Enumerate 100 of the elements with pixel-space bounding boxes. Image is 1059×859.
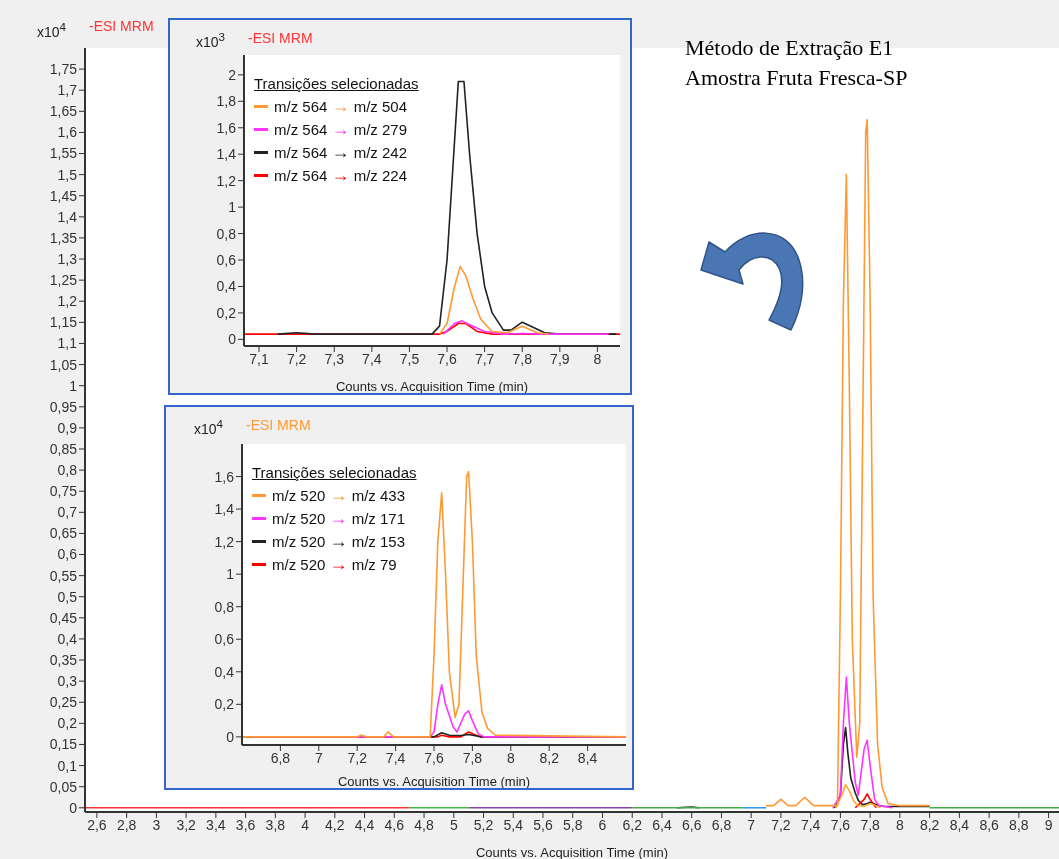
y-tick-label: 0,7: [57, 504, 78, 521]
x-tick-label: 8,2: [919, 816, 940, 833]
y-tick-label: 1,5: [57, 166, 78, 183]
x-tick-label: 7,6: [830, 816, 851, 833]
chart-title: -ESI MRM: [248, 30, 313, 46]
y-tick-label: 1,05: [49, 356, 78, 373]
y-tick-label: 0,4: [57, 630, 78, 647]
y-tick-label: 0: [69, 799, 78, 816]
chart-title: -ESI MRM: [246, 417, 311, 433]
y-tick-label: 1: [226, 566, 235, 583]
y-tick-label: 0,4: [216, 278, 237, 295]
x-tick-label: 7,8: [512, 350, 533, 367]
legend-label: m/z 520 → m/z 433: [272, 484, 406, 507]
y-tick-label: 1,4: [216, 146, 237, 163]
x-tick-label: 8,6: [979, 816, 1000, 833]
y-tick-label: 2: [228, 66, 237, 83]
annotation: Amostra Fruta Fresca-SP: [685, 65, 908, 91]
x-tick-label: 4: [301, 816, 310, 833]
y-tick-label: 1,3: [57, 251, 78, 268]
x-tick-label: 3,6: [235, 816, 256, 833]
y-tick-label: 0: [228, 331, 237, 348]
legend-label: m/z 520 → m/z 171: [272, 507, 406, 530]
x-tick-label: 3,4: [206, 816, 226, 833]
y-tick-label: 1,25: [49, 272, 78, 289]
legend-title: Transições selecionadas: [254, 74, 419, 94]
x-tick-label: 6: [598, 816, 607, 833]
chart-title: -ESI MRM: [89, 18, 154, 34]
y-tick-label: 1,4: [57, 208, 78, 225]
y-tick-label: 0,65: [49, 525, 78, 542]
x-tick-label: 7: [747, 816, 756, 833]
x-tick-label: 3,2: [176, 816, 197, 833]
y-tick-label: 0,95: [49, 398, 78, 415]
x-tick-label: 2,8: [116, 816, 137, 833]
x-tick-label: 7,2: [286, 350, 307, 367]
x-tick-label: 7,8: [860, 816, 881, 833]
legend-label: m/z 564 → m/z 504: [274, 95, 408, 118]
y-tick-label: 0,9: [57, 419, 78, 436]
x-tick-label: 7,4: [800, 816, 821, 833]
x-tick-label: 8: [593, 350, 602, 367]
y-tick-label: 0,25: [49, 694, 78, 711]
x-tick-label: 7,6: [437, 350, 457, 367]
legend-label: m/z 564 → m/z 224: [274, 164, 408, 187]
y-axis-title: x10$^{4}$: [194, 417, 224, 437]
x-tick-label: 4,2: [325, 816, 345, 833]
y-tick-label: 1: [69, 377, 78, 394]
y-tick-label: 0,1: [57, 757, 78, 774]
x-tick-label: 5,6: [533, 816, 553, 833]
x-tick-label: 5: [449, 816, 458, 833]
x-tick-label: 4,6: [384, 816, 405, 833]
x-tick-label: 5,2: [473, 816, 494, 833]
y-tick-label: 0,45: [49, 609, 78, 626]
x-tick-label: 7,4: [362, 350, 382, 367]
y-tick-label: 0,6: [57, 546, 78, 563]
y-tick-label: 0,6: [216, 251, 237, 268]
y-tick-label: 1,7: [57, 82, 78, 99]
x-tick-label: 8,2: [539, 749, 560, 766]
x-tick-label: 7: [314, 749, 323, 766]
x-tick-label: 2,6: [87, 816, 107, 833]
y-tick-label: 0: [226, 728, 235, 745]
x-tick-label: 8: [895, 816, 904, 833]
y-tick-label: 1: [228, 199, 237, 216]
y-tick-label: 1,45: [49, 187, 78, 204]
x-tick-label: 6,2: [622, 816, 643, 833]
x-axis-title: Counts vs. Acquisition Time (min): [475, 845, 669, 859]
annotation: Método de Extração E1: [685, 35, 894, 61]
y-tick-label: 1,1: [57, 335, 78, 352]
y-tick-label: 1,55: [49, 145, 78, 162]
x-tick-label: 7,8: [462, 749, 483, 766]
y-tick-label: 1,2: [214, 533, 235, 550]
x-tick-label: 4,4: [354, 816, 375, 833]
x-tick-label: 3: [152, 816, 161, 833]
y-tick-label: 1,6: [216, 119, 237, 136]
x-tick-label: 5,8: [563, 816, 583, 833]
x-tick-label: 9: [1044, 816, 1053, 833]
x-tick-label: 7,4: [385, 749, 406, 766]
legend-label: m/z 520 → m/z 79: [272, 553, 397, 576]
y-axis-title: x10$^{3}$: [196, 30, 226, 50]
x-tick-label: 8,4: [577, 749, 598, 766]
y-tick-label: 1,2: [216, 172, 237, 189]
x-tick-label: 8,8: [1009, 816, 1029, 833]
y-axis-title: x10$^{4}$: [37, 20, 67, 40]
y-tick-label: 0,8: [214, 598, 235, 615]
x-tick-label: 7,6: [424, 749, 444, 766]
y-tick-label: 0,2: [57, 715, 78, 732]
y-tick-label: 1,35: [49, 229, 78, 246]
x-tick-label: 7,1: [249, 350, 269, 367]
y-tick-label: 1,4: [214, 501, 235, 518]
y-tick-label: 0,55: [49, 567, 78, 584]
y-tick-label: 1,75: [49, 61, 78, 78]
y-tick-label: 0,6: [214, 631, 235, 648]
y-tick-label: 0,35: [49, 652, 78, 669]
y-tick-label: 1,6: [57, 124, 78, 141]
x-tick-label: 7,9: [550, 350, 570, 367]
y-tick-label: 0,4: [214, 663, 235, 680]
y-tick-label: 0,2: [216, 304, 237, 321]
y-tick-label: 1,6: [214, 468, 235, 485]
legend-label: m/z 520 → m/z 153: [272, 530, 406, 553]
x-tick-label: 7,7: [474, 350, 495, 367]
y-tick-label: 0,15: [49, 736, 78, 753]
x-tick-label: 5,4: [503, 816, 524, 833]
